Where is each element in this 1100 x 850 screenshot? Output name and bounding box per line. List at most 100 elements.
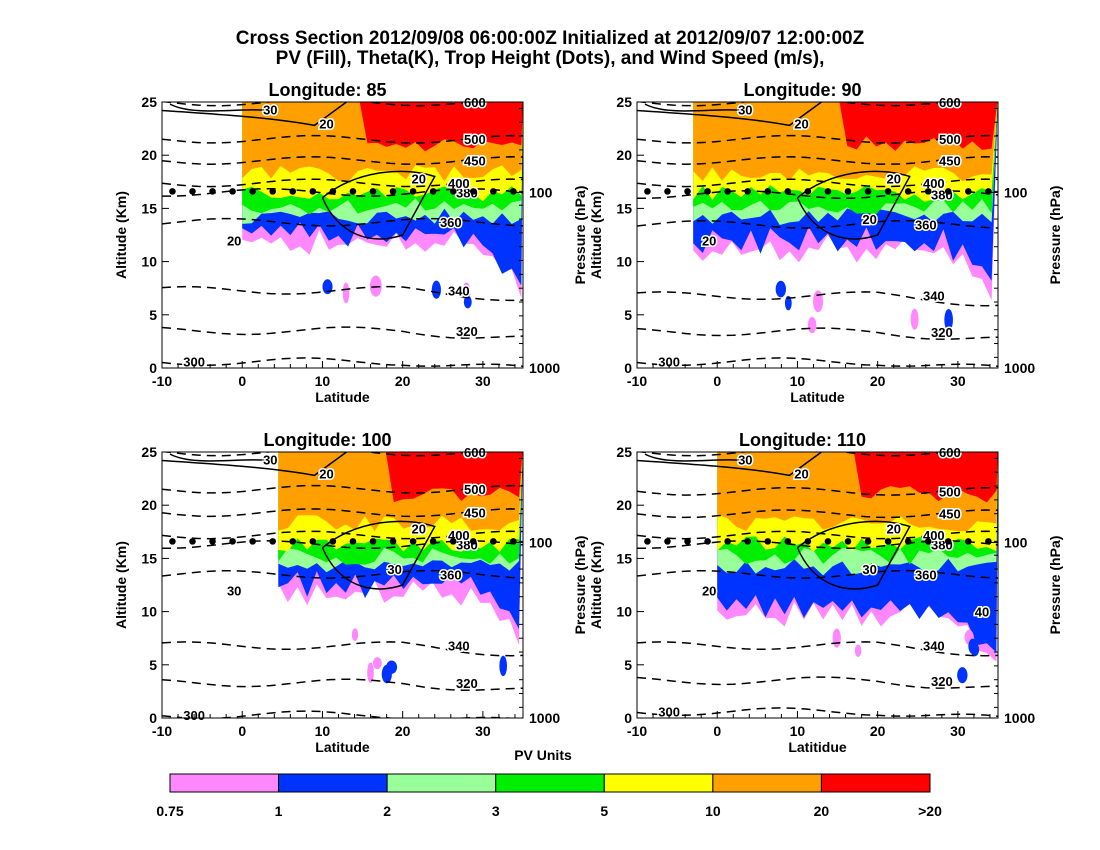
theta-contour-450 bbox=[637, 509, 998, 519]
trop-height-dot bbox=[844, 538, 852, 545]
trop-height-dot bbox=[904, 538, 912, 545]
x-tick-label: 20 bbox=[870, 723, 886, 739]
trop-height-dot bbox=[744, 538, 752, 545]
chart-title: Cross Section 2012/09/08 06:00:00Z Initi… bbox=[235, 28, 865, 49]
wind-label: 20 bbox=[794, 116, 808, 131]
colorbar-tick-label: 3 bbox=[492, 803, 500, 819]
y2-axis-label: Pressure (hPa) bbox=[572, 536, 588, 635]
wind-label: 40 bbox=[975, 605, 989, 620]
theta-label-450: 450 bbox=[939, 507, 961, 522]
y-tick-label: 5 bbox=[149, 657, 157, 673]
trop-height-dot bbox=[764, 538, 772, 545]
x-tick-label: 10 bbox=[315, 723, 331, 739]
pv-blob bbox=[784, 295, 792, 311]
pv-blob bbox=[463, 295, 472, 309]
trop-height-dot bbox=[309, 188, 317, 195]
theta-contour-450 bbox=[162, 156, 523, 165]
theta-contour-500 bbox=[637, 134, 998, 144]
wind-label: 20 bbox=[411, 522, 425, 537]
y-tick-label: 20 bbox=[141, 497, 157, 513]
colorbar-tick-label: 10 bbox=[705, 803, 721, 819]
theta-contour-320 bbox=[637, 327, 998, 340]
y2-tick-label: 1000 bbox=[1004, 360, 1035, 376]
trop-height-dot bbox=[684, 538, 691, 545]
wind-label: 20 bbox=[886, 172, 900, 187]
colorbar-tick-label: 5 bbox=[600, 803, 608, 819]
theta-label-300: 300 bbox=[658, 355, 680, 370]
pv-fill-layer bbox=[637, 102, 998, 368]
theta-contour-300 bbox=[637, 707, 998, 718]
trop-height-dot bbox=[904, 188, 912, 195]
wind-label: 20 bbox=[794, 466, 808, 481]
y-tick-label: 15 bbox=[616, 200, 632, 216]
theta-contour-380 bbox=[637, 540, 998, 550]
panel-title: Longitude: 110 bbox=[739, 430, 866, 450]
chart-subtitle: PV (Fill), Theta(K), Trop Height (Dots),… bbox=[275, 48, 825, 69]
x-axis-label: Latitude bbox=[315, 739, 370, 755]
theta-label-340: 340 bbox=[923, 639, 945, 654]
theta-contour-380 bbox=[162, 187, 523, 197]
plot-frame bbox=[636, 101, 999, 369]
x-tick-label: 0 bbox=[238, 723, 246, 739]
x-tick-label: 30 bbox=[950, 723, 966, 739]
pv-blob bbox=[372, 657, 382, 670]
wind-label: 20 bbox=[411, 172, 425, 187]
trop-height-dot bbox=[229, 538, 236, 545]
theta-contour-340 bbox=[637, 291, 998, 307]
pv-blob bbox=[351, 628, 359, 642]
theta-label-500: 500 bbox=[464, 482, 486, 497]
trop-height-dot bbox=[644, 188, 651, 195]
trop-height-dot bbox=[449, 538, 457, 545]
trop-height-dot bbox=[169, 538, 176, 545]
plot-frame bbox=[161, 451, 524, 719]
wind-label: 30 bbox=[387, 562, 401, 577]
pv-blob bbox=[342, 282, 350, 304]
trop-height-dot bbox=[510, 538, 517, 545]
theta-label-320: 320 bbox=[931, 325, 953, 340]
y-axis-label: Altitude (Km) bbox=[113, 541, 129, 629]
wind-label: 20 bbox=[862, 212, 876, 227]
x-tick-label: 10 bbox=[315, 373, 331, 389]
theta-contour-380 bbox=[162, 540, 523, 550]
trop-height-dot bbox=[884, 538, 892, 545]
trop-height-dot bbox=[664, 538, 671, 545]
theta-contour-500 bbox=[162, 134, 523, 144]
trop-height-dot bbox=[664, 188, 671, 195]
x-tick-label: -10 bbox=[627, 373, 647, 389]
colorbar-swatch-2 bbox=[386, 773, 497, 793]
theta-label-360: 360 bbox=[440, 567, 462, 582]
theta-label-300: 300 bbox=[658, 705, 680, 720]
pv-blob bbox=[813, 290, 824, 313]
theta-label-360: 360 bbox=[915, 567, 937, 582]
panel-2: 3003203403603804004505006003020202020-10… bbox=[588, 80, 1063, 405]
plot-frame bbox=[636, 451, 999, 719]
theta-contour-450 bbox=[162, 508, 523, 518]
y-tick-label: 5 bbox=[624, 657, 632, 673]
y2-tick-label: 100 bbox=[1004, 534, 1028, 550]
theta-label-320: 320 bbox=[456, 676, 478, 691]
colorbar-tick-label: >20 bbox=[918, 803, 942, 819]
y-tick-label: 20 bbox=[616, 497, 632, 513]
x-tick-label: -10 bbox=[152, 373, 172, 389]
wind-contour bbox=[169, 453, 267, 462]
theta-label-340: 340 bbox=[448, 283, 470, 298]
theta-label-340: 340 bbox=[448, 639, 470, 654]
theta-label-320: 320 bbox=[931, 674, 953, 689]
y-tick-label: 25 bbox=[141, 94, 157, 110]
trop-height-dot bbox=[389, 188, 397, 195]
trop-height-dot bbox=[784, 188, 792, 195]
theta-contour-340 bbox=[162, 285, 523, 302]
pv-band-20 bbox=[839, 102, 998, 151]
trop-height-dot bbox=[864, 188, 872, 195]
trop-height-dot bbox=[724, 188, 731, 195]
trop-height-dot bbox=[469, 188, 477, 195]
theta-contour-320 bbox=[162, 678, 523, 691]
trop-height-dot bbox=[764, 188, 772, 195]
theta-contour-600 bbox=[637, 102, 952, 107]
trop-height-dot bbox=[309, 538, 317, 545]
colorbar-swatch-0.75 bbox=[169, 773, 280, 793]
trop-height-dot bbox=[985, 538, 992, 545]
pv-band-20 bbox=[853, 452, 998, 503]
y-tick-label: 25 bbox=[616, 94, 632, 110]
